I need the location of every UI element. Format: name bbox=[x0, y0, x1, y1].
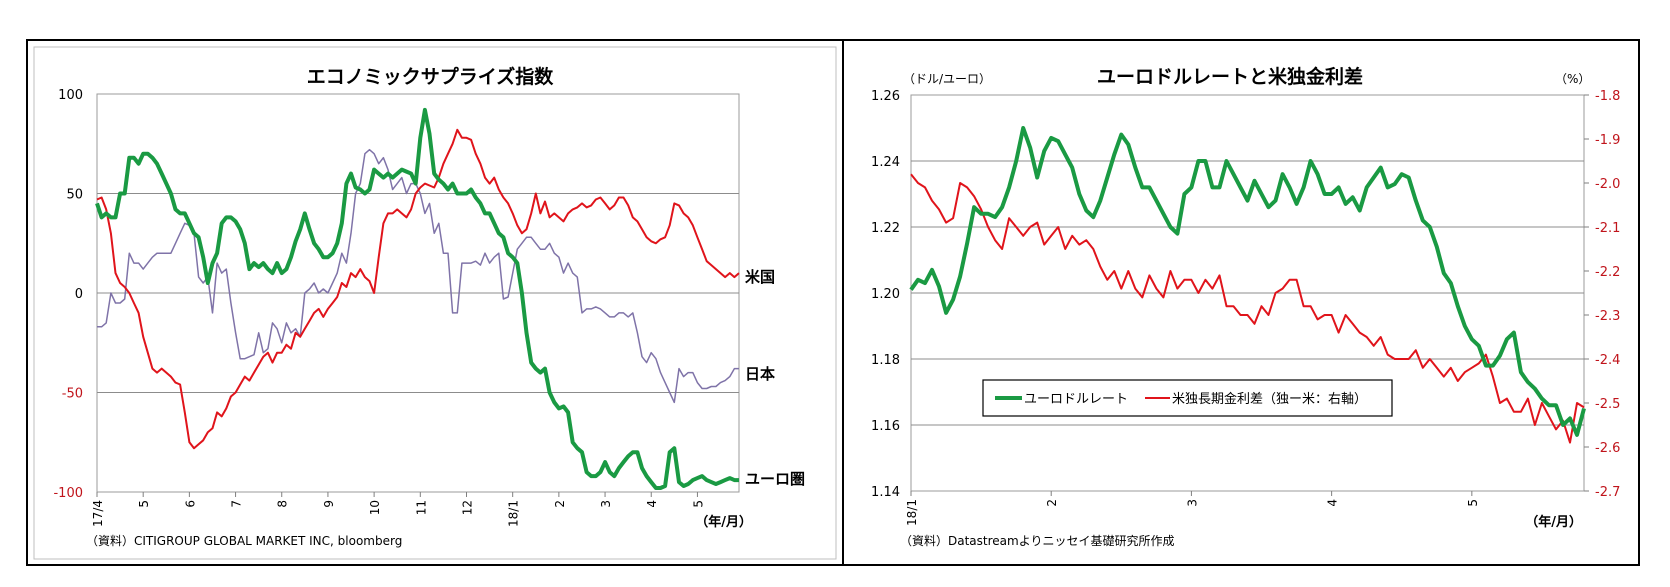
left-y-tick-label: -100 bbox=[53, 486, 83, 501]
right-left-axis-unit: （ドル/ユーロ） bbox=[903, 72, 991, 86]
left-chart-area bbox=[33, 46, 837, 560]
eurusd-spread-panel: ユーロドルレートと米独金利差 （ドル/ユーロ） （%） 1.26 1.24 1.22… bbox=[871, 65, 1620, 548]
right-x-tick-label: 4 bbox=[1326, 499, 1340, 507]
left-x-tick-label: 9 bbox=[322, 500, 336, 508]
left-series-line-purple bbox=[97, 148, 739, 404]
right-right-y-tick-label: -2.3 bbox=[1595, 309, 1620, 324]
right-x-unit-label: （年/月） bbox=[1525, 514, 1582, 530]
left-x-tick-label: 4 bbox=[645, 500, 659, 508]
left-series-line-green bbox=[95, 107, 739, 490]
right-left-y-tick-label: 1.24 bbox=[871, 155, 900, 170]
left-x-tick-label: 11 bbox=[414, 500, 428, 515]
left-x-tick-label: 2 bbox=[553, 500, 567, 508]
left-x-tick-label: 6 bbox=[183, 500, 197, 508]
series-label-japan: 日本 bbox=[745, 365, 775, 383]
legend-label-spread: 米独長期金利差（独ー米：右軸） bbox=[1172, 391, 1367, 407]
left-x-tick-label: 3 bbox=[599, 500, 613, 508]
series-label-us: 米国 bbox=[745, 268, 775, 286]
right-series-lines bbox=[909, 126, 1586, 444]
left-chart-title: エコノミックサプライズ指数 bbox=[307, 65, 554, 88]
right-left-y-tick-label: 1.18 bbox=[871, 353, 900, 368]
right-right-y-tick-label: -1.8 bbox=[1595, 89, 1620, 104]
right-right-y-tick-label: -1.9 bbox=[1595, 133, 1620, 148]
left-series-line-red bbox=[96, 128, 740, 450]
right-chart-title: ユーロドルレートと米独金利差 bbox=[1097, 65, 1363, 88]
left-x-tick-label: 18/1 bbox=[507, 500, 521, 527]
left-y-axis: 100 50 0 -50 -100 bbox=[53, 88, 83, 501]
right-x-tick-label: 18/1 bbox=[905, 499, 919, 526]
left-source-note: （資料）CITIGROUP GLOBAL MARKET INC, bloombe… bbox=[86, 534, 402, 548]
right-left-y-tick-label: 1.22 bbox=[871, 221, 900, 236]
left-y-tick-label: 50 bbox=[66, 188, 83, 203]
left-x-tick-label: 5 bbox=[137, 500, 151, 508]
legend-label-eurusd: ユーロドルレート bbox=[1024, 392, 1128, 407]
left-x-tick-label: 7 bbox=[230, 500, 244, 508]
left-x-tick-label: 5 bbox=[691, 500, 705, 508]
left-y-tick-label: 100 bbox=[58, 88, 83, 103]
right-right-y-tick-label: -2.0 bbox=[1595, 177, 1620, 192]
legend-box bbox=[982, 379, 1393, 417]
right-right-y-tick-label: -2.7 bbox=[1595, 485, 1620, 500]
right-x-tick-label: 5 bbox=[1466, 499, 1480, 507]
left-x-tick-label: 12 bbox=[460, 500, 474, 515]
left-y-tick-label: -50 bbox=[62, 387, 83, 402]
right-x-tick-label: 2 bbox=[1045, 499, 1059, 507]
left-x-axis: 17/4 5 6 7 8 9 10 11 12 18/1 2 3 4 5 bbox=[91, 492, 705, 527]
right-left-y-tick-label: 1.20 bbox=[871, 287, 900, 302]
right-x-tick-label: 3 bbox=[1185, 499, 1199, 507]
series-label-euro-area: ユーロ圏 bbox=[745, 470, 805, 488]
left-y-tick-label: 0 bbox=[75, 287, 83, 302]
right-right-y-tick-label: -2.2 bbox=[1595, 265, 1620, 280]
left-x-tick-label: 8 bbox=[276, 500, 290, 508]
left-gridlines bbox=[97, 193, 739, 393]
left-x-tick-label: 10 bbox=[368, 500, 382, 515]
right-left-y-tick-label: 1.16 bbox=[871, 419, 900, 434]
right-source-note: （資料）Datastreamよりニッセイ基礎研究所作成 bbox=[900, 533, 1174, 548]
right-legend: ユーロドルレート 米独長期金利差（独ー米：右軸） bbox=[982, 379, 1393, 417]
right-series-line-green bbox=[909, 126, 1586, 437]
right-gridlines bbox=[911, 160, 1584, 426]
right-right-y-tick-label: -2.6 bbox=[1595, 441, 1620, 456]
right-right-y-tick-label: -2.1 bbox=[1595, 221, 1620, 236]
right-right-axis-unit: （%） bbox=[1555, 72, 1590, 86]
right-right-y-tick-label: -2.4 bbox=[1595, 353, 1620, 368]
right-right-y-axis: -1.8 -1.9 -2.0 -2.1 -2.2 -2.3 -2.4 -2.5 -2.6 -2.7 bbox=[1584, 89, 1620, 500]
right-right-y-tick-label: -2.5 bbox=[1595, 397, 1620, 412]
right-left-y-tick-label: 1.26 bbox=[871, 89, 900, 104]
right-left-y-tick-label: 1.14 bbox=[871, 485, 900, 500]
left-series-lines bbox=[95, 107, 740, 490]
right-left-y-axis: 1.26 1.24 1.22 1.20 1.18 1.16 1.14 bbox=[871, 89, 900, 500]
left-x-unit-label: （年/月） bbox=[695, 514, 752, 530]
left-x-tick-label: 17/4 bbox=[91, 500, 105, 527]
right-x-axis: 18/1 2 3 4 5 bbox=[905, 491, 1480, 526]
right-series-line-red bbox=[910, 173, 1585, 444]
